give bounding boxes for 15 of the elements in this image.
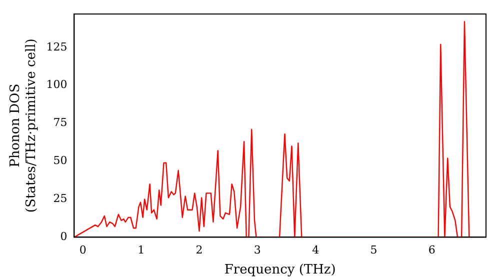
x-tick-label: 4 bbox=[312, 244, 320, 257]
y-tick-label: 0 bbox=[60, 230, 68, 244]
x-tick-label: 0 bbox=[79, 244, 86, 257]
x-tick-label: 5 bbox=[370, 244, 378, 257]
y-axis-title: Phonon DOS (States/THz·primitive cell) bbox=[8, 38, 39, 213]
y-tick-label: 50 bbox=[53, 154, 68, 168]
x-tick-label: 3 bbox=[254, 244, 261, 257]
y-tick-label: 125 bbox=[46, 40, 68, 54]
x-tick-label: 1 bbox=[138, 244, 145, 257]
x-tick-label: 6 bbox=[428, 244, 436, 257]
y-tick-label: 100 bbox=[46, 78, 68, 92]
x-tick-label: 2 bbox=[196, 244, 203, 257]
y-tick-label: 75 bbox=[53, 116, 68, 130]
y-tick-label: 25 bbox=[53, 192, 68, 206]
x-axis-title: Frequency (THz) bbox=[224, 262, 336, 278]
